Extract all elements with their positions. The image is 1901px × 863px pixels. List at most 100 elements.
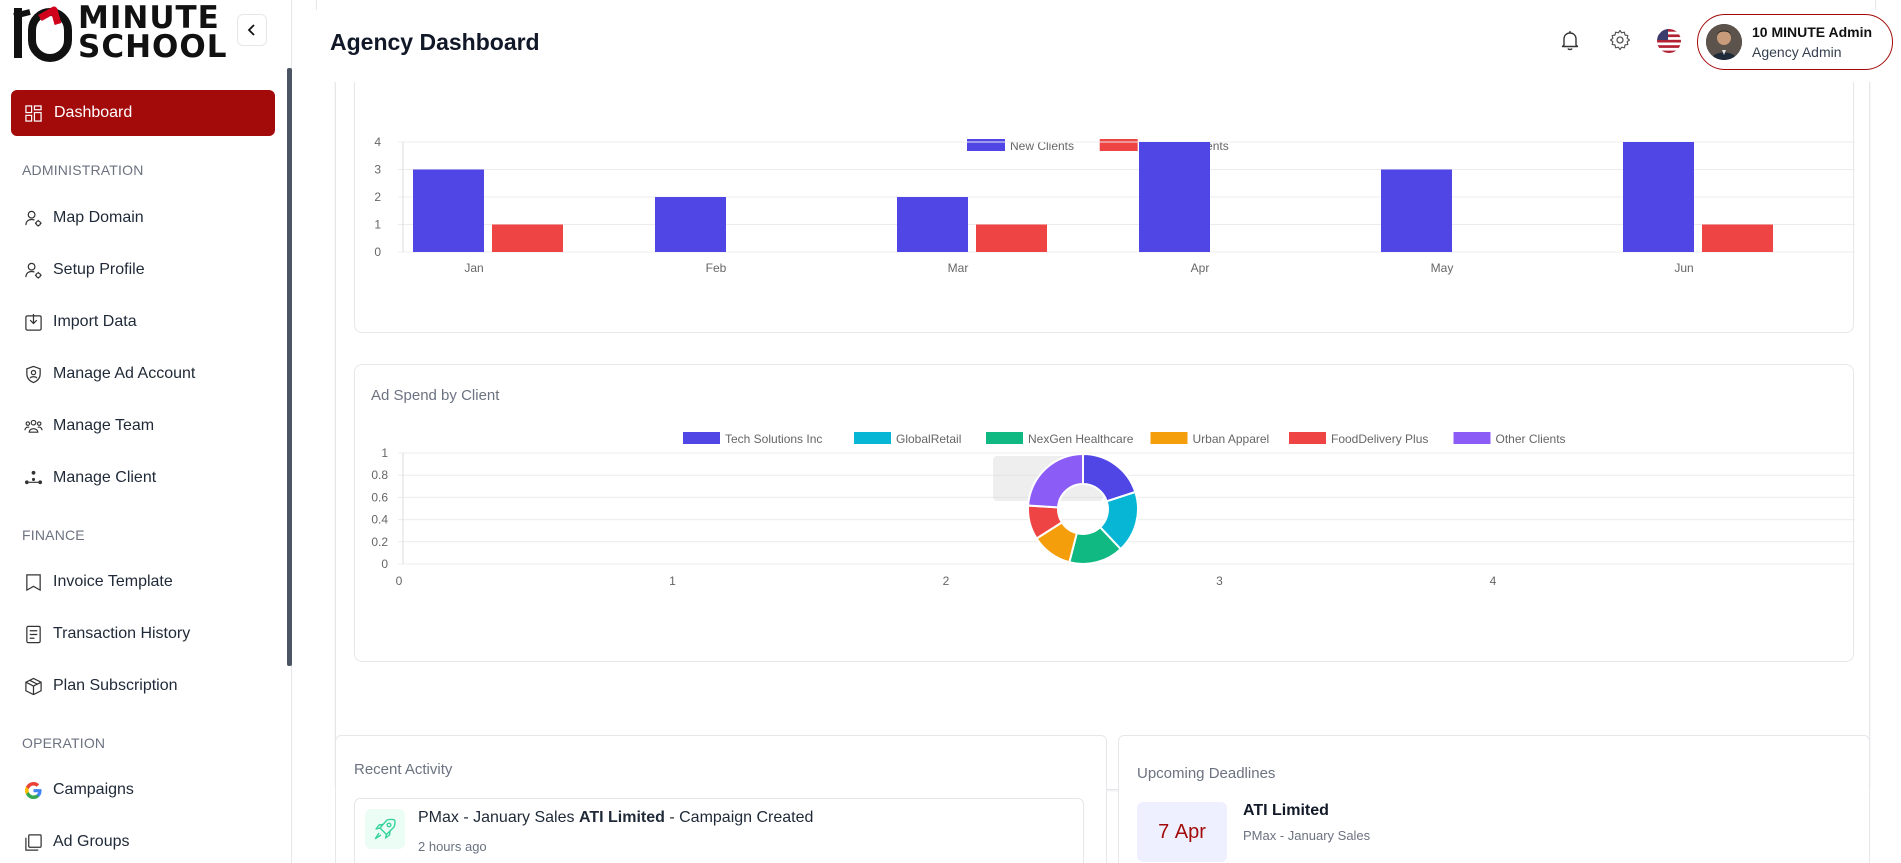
bar-churned-clients-jun — [1702, 224, 1773, 252]
y-tick-label: 0 — [374, 245, 381, 259]
sidebar-item-transaction-history[interactable]: Transaction History — [24, 620, 190, 648]
sidebar-item-label: Campaigns — [53, 781, 134, 798]
receipt-icon — [26, 625, 41, 643]
activity-text: PMax - January Sales ATI Limited - Campa… — [418, 809, 813, 827]
legend-swatch-fooddelivery-plus — [1289, 432, 1326, 444]
chevron-left-icon — [247, 24, 255, 36]
logo-mark — [13, 6, 72, 62]
deadline-company: ATI Limited — [1243, 802, 1329, 819]
package-icon — [25, 677, 42, 695]
x-tick-label: 2 — [943, 574, 950, 588]
import-icon — [25, 313, 42, 331]
top-header: Agency Dashboard — [292, 0, 1901, 82]
x-tick-label: Mar — [948, 261, 969, 275]
gear-icon[interactable] — [1608, 28, 1632, 52]
sidebar-item-label: Import Data — [53, 313, 137, 330]
y-tick-label: 0 — [381, 557, 388, 571]
bookmark-icon — [26, 573, 41, 591]
ad-spend-title: Ad Spend by Client — [371, 387, 500, 404]
user-gear-icon — [25, 262, 42, 279]
logo-line1: MINUTE — [78, 0, 220, 36]
donut-slice-other-clients — [1027, 452, 1084, 509]
x-tick-label: May — [1431, 261, 1454, 275]
upcoming-deadlines-title: Upcoming Deadlines — [1137, 765, 1276, 782]
sidebar-item-label: Dashboard — [54, 104, 133, 121]
deadline-month: Apr — [1174, 820, 1206, 843]
user-gear-icon — [25, 210, 42, 227]
shield-user-icon — [26, 365, 41, 383]
deadline-date-badge[interactable]: 7 Apr — [1137, 802, 1227, 862]
bar-churned-clients-jan — [492, 224, 563, 252]
activity-company: ATI Limited — [578, 809, 665, 826]
avatar — [1706, 24, 1742, 60]
y-tick-label: 0.2 — [371, 535, 388, 549]
x-tick-label: Apr — [1191, 261, 1210, 275]
legend-swatch-new-clients — [967, 139, 1005, 151]
legend-swatch-tech-solutions-inc — [683, 432, 720, 444]
sidebar-item-label: Manage Client — [53, 469, 157, 486]
bell-icon[interactable] — [1558, 28, 1582, 52]
google-icon — [24, 781, 42, 799]
section-administration: ADMINISTRATION — [22, 162, 144, 178]
legend-label-nexgen-healthcare: NexGen Healthcare — [1028, 432, 1134, 446]
page-title: Agency Dashboard — [330, 29, 540, 55]
main-content: New ClientsChurned Clients01234JanFebMar… — [292, 82, 1901, 863]
sidebar-item-invoice-template[interactable]: Invoice Template — [24, 568, 173, 596]
sidebar-item-ad-groups[interactable]: Ad Groups — [24, 828, 129, 856]
sidebar-item-setup-profile[interactable]: Setup Profile — [24, 256, 145, 284]
activity-campaign: PMax - January Sales — [418, 809, 575, 826]
y-tick-label: 0.8 — [371, 468, 388, 482]
y-tick-label: 2 — [374, 190, 381, 204]
user-name: 10 MINUTE Admin — [1752, 24, 1873, 40]
sidebar-item-manage-ad-account[interactable]: Manage Ad Account — [24, 360, 195, 388]
sidebar-item-import-data[interactable]: Import Data — [24, 308, 137, 336]
x-tick-label: 4 — [1490, 574, 1497, 588]
logo-line2: SCHOOL — [78, 29, 228, 65]
bar-churned-clients-mar — [976, 224, 1047, 252]
sidebar-item-manage-client[interactable]: Manage Client — [24, 464, 156, 492]
bar-new-clients-jun — [1623, 142, 1694, 252]
user-role: Agency Admin — [1752, 44, 1842, 60]
sidebar-item-manage-team[interactable]: Manage Team — [24, 412, 154, 440]
legend-label-globalretail: GlobalRetail — [896, 432, 961, 446]
legend-label-other-clients: Other Clients — [1496, 432, 1566, 446]
bar-new-clients-apr — [1139, 142, 1210, 252]
legend-label-tech-solutions-inc: Tech Solutions Inc — [725, 432, 822, 446]
section-finance: FINANCE — [22, 527, 85, 543]
sidebar-item-plan-subscription[interactable]: Plan Subscription — [24, 672, 178, 700]
legend-label-urban-apparel: Urban Apparel — [1193, 432, 1270, 446]
sidebar-item-dashboard[interactable]: Dashboard — [11, 90, 275, 136]
team-icon — [24, 419, 43, 433]
collapse-sidebar-button[interactable] — [237, 14, 267, 46]
x-tick-label: 0 — [396, 574, 403, 588]
layers-icon — [25, 833, 42, 851]
brand-logo[interactable]: MINUTE SCHOOL — [10, 2, 226, 63]
sidebar-item-map-domain[interactable]: Map Domain — [24, 204, 144, 232]
sidebar: MINUTE SCHOOL Dashboard ADMINISTRATION M… — [0, 0, 292, 863]
legend-label-new-clients: New Clients — [1010, 139, 1074, 153]
legend-swatch-globalretail — [854, 432, 891, 444]
legend-swatch-churned-clients — [1099, 139, 1138, 151]
bar-new-clients-feb — [655, 197, 726, 252]
deadline-day: 7 — [1158, 820, 1170, 843]
ad-spend-donut-chart: Tech Solutions Inc GlobalRetail NexGen Hea… — [371, 432, 1855, 588]
y-tick-label: 1 — [381, 446, 388, 460]
x-tick-label: Feb — [706, 261, 727, 275]
activity-item[interactable]: PMax - January Sales ATI Limited - Campa… — [354, 798, 1084, 863]
sidebar-item-label: Manage Ad Account — [53, 365, 196, 382]
x-tick-label: 3 — [1216, 574, 1223, 588]
us-flag-icon[interactable] — [1657, 29, 1681, 53]
user-menu[interactable]: 10 MINUTE Admin Agency Admin — [1697, 14, 1893, 70]
sidebar-item-label: Invoice Template — [53, 573, 173, 590]
dashboard-icon — [25, 104, 42, 122]
sidebar-item-label: Setup Profile — [53, 261, 145, 278]
bar-new-clients-jan — [413, 169, 484, 252]
legend-swatch-nexgen-healthcare — [986, 432, 1023, 444]
sidebar-scrollbar[interactable] — [287, 68, 292, 666]
activity-action: - Campaign Created — [669, 809, 814, 826]
sidebar-item-campaigns[interactable]: Campaigns — [24, 776, 134, 804]
y-tick-label: 1 — [374, 218, 381, 232]
bar-new-clients-mar — [897, 197, 968, 252]
sidebar-item-label: Ad Groups — [53, 833, 130, 850]
